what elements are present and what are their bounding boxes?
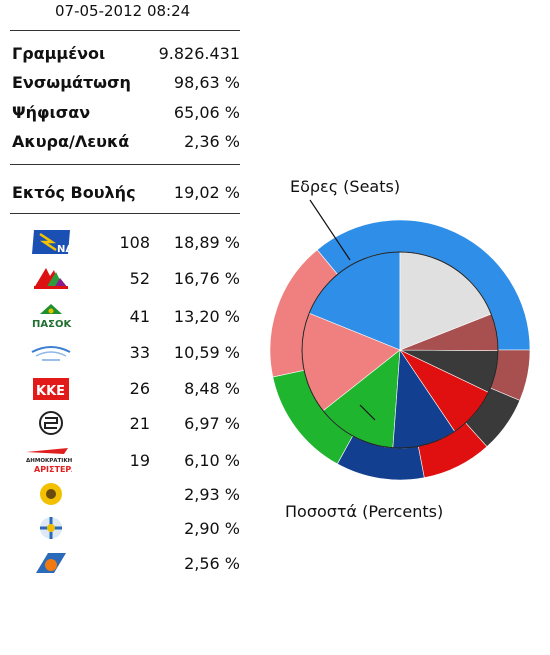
svg-text:ΠΑΣΟΚ: ΠΑΣΟΚ [32,319,72,330]
party-row-da: 2,56 % [0,549,250,577]
invalid-value: 2,36 % [184,132,240,151]
percent-anel: 10,59 % [173,343,240,362]
seats-nd: 108 [119,233,150,252]
percent-kke: 8,48 % [184,379,240,398]
party-row-xa: 21 6,97 % [0,409,250,437]
party-row-dimar: ΔΗΜΟΚΡΑΤΙΚΗ ΑΡΙΣΤΕΡΑ 19 6,10 % [0,446,250,474]
percent-da: 2,56 % [184,554,240,573]
seats-anel: 33 [129,343,150,362]
inner-ring-percents [301,251,499,449]
party-row-nd: ΝΔ 108 18,89 % [0,228,250,256]
seats-pasok: 41 [129,307,150,326]
divider [10,213,240,214]
nd-logo: ΝΔ [32,230,72,255]
dimar-logo: ΔΗΜΟΚΡΑΤΙΚΗ ΑΡΙΣΤΕΡΑ [26,448,72,474]
svg-text:ΚΚΕ: ΚΚΕ [36,384,65,399]
syriza-logo [34,268,68,289]
percent-dimar: 6,10 % [184,451,240,470]
percent-laos: 2,90 % [184,519,240,538]
da-logo [36,553,66,573]
outside-parliament-value: 19,02 % [173,183,240,202]
percent-pasok: 13,20 % [173,307,240,326]
inner-ring-label: Ποσοστά (Percents) [285,502,443,521]
percent-xa: 6,97 % [184,414,240,433]
seats-kke: 26 [129,379,150,398]
party-row-anel: 33 10,59 % [0,338,250,366]
xa-logo [39,411,63,435]
pasok-logo: ΠΑΣΟΚ [32,304,72,330]
percent-syriza: 16,76 % [173,269,240,288]
inner-label-pointer [359,404,376,421]
registered-label: Γραμμένοι [12,44,106,63]
kke-logo: ΚΚΕ [33,378,69,400]
seats-percent-donut-chart: Εδρες (Seats) Ποσοστά (Percents) [269,177,531,521]
outside-parliament-label: Εκτός Βουλής [12,183,136,202]
party-row-laos: 2,90 % [0,514,250,542]
laos-logo [40,517,62,539]
ring-border [301,251,499,449]
registered-value: 9.826.431 [158,44,240,63]
sunflower-icon [40,483,62,505]
party-row-syriza: 52 16,76 % [0,264,250,292]
outer-ring-seats [269,219,531,481]
seats-syriza: 52 [129,269,150,288]
outer-label-pointer [309,199,351,261]
divider [10,164,240,165]
divider [10,30,240,31]
percent-greens: 2,93 % [184,485,240,504]
invalid-label: Ακυρα/Λευκά [12,132,130,151]
percent-nd: 18,89 % [173,233,240,252]
party-row-pasok: ΠΑΣΟΚ 41 13,20 % [0,302,250,330]
party-row-kke: ΚΚΕ 26 8,48 % [0,374,250,402]
counted-value: 98,63 % [173,73,240,92]
seats-dimar: 19 [129,451,150,470]
outer-ring-label: Εδρες (Seats) [290,177,400,196]
turnout-label: Ψήφισαν [12,103,91,122]
svg-text:ΝΔ: ΝΔ [57,244,72,255]
party-row-greens: 2,93 % [0,480,250,508]
counted-label: Ενσωμάτωση [12,73,131,92]
anel-logo [31,346,71,361]
turnout-value: 65,06 % [173,103,240,122]
svg-text:ΑΡΙΣΤΕΡΑ: ΑΡΙΣΤΕΡΑ [34,465,72,474]
timestamp: 07-05-2012 08:24 [55,2,191,20]
seats-xa: 21 [129,414,150,433]
svg-text:ΔΗΜΟΚΡΑΤΙΚΗ: ΔΗΜΟΚΡΑΤΙΚΗ [26,458,72,464]
